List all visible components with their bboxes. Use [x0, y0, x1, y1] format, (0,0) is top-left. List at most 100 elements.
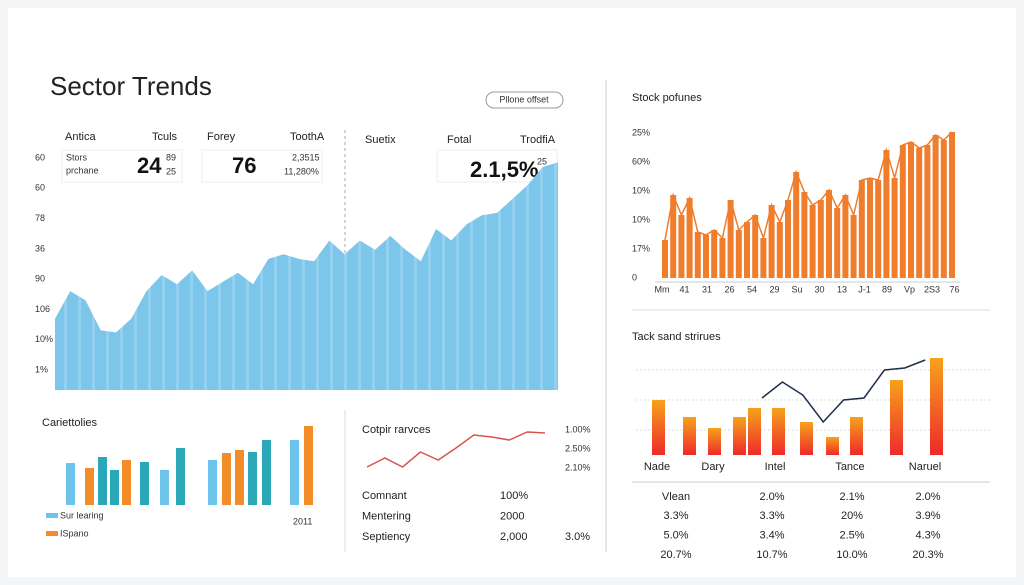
bar [949, 132, 955, 278]
bar [817, 200, 824, 278]
button-label[interactable]: Pllone offset [499, 94, 549, 104]
label: 1% [35, 364, 48, 374]
label: 60% [632, 156, 650, 166]
label: 25% [632, 127, 650, 137]
bar [727, 200, 734, 278]
label: 76 [232, 153, 256, 178]
label: 76 [949, 284, 959, 294]
bar [670, 195, 677, 278]
button[interactable] [485, 91, 564, 109]
legend-swatch [46, 513, 58, 518]
label: Tance [835, 461, 864, 473]
label: 13 [837, 284, 847, 294]
label: 60 [35, 152, 45, 162]
label: ToothA [290, 131, 325, 143]
bar [160, 470, 169, 505]
bar [85, 468, 94, 505]
bar [930, 358, 943, 455]
area [55, 162, 558, 390]
bar [932, 135, 939, 278]
label: 2S3 [924, 284, 940, 294]
label: Mentering [362, 510, 411, 522]
label: 29 [769, 284, 779, 294]
label: Vp [904, 284, 915, 294]
bar [744, 222, 750, 278]
bar [940, 140, 947, 278]
bar [834, 208, 841, 278]
label: 2,3515 [292, 152, 320, 162]
label: 3.3% [663, 510, 688, 522]
bar [290, 440, 299, 505]
label: TrodfiA [520, 134, 556, 146]
label: ISpano [60, 528, 89, 538]
label: Cotpir rarvces [362, 424, 431, 436]
label: 24 [137, 153, 162, 178]
label: Tculs [152, 131, 178, 143]
label: 2.0% [915, 491, 940, 503]
bar [867, 178, 873, 278]
label: 10.7% [756, 549, 787, 561]
bar [733, 417, 746, 455]
bar [652, 400, 665, 455]
kpi-card [61, 149, 183, 183]
label: 100% [500, 490, 528, 502]
label: 11,280% [284, 166, 319, 176]
label: 54 [747, 284, 757, 294]
label: 36 [35, 243, 45, 253]
bar [772, 408, 785, 455]
bar [98, 457, 107, 505]
label: 10% [632, 214, 650, 224]
bar [776, 222, 783, 278]
label: 89 [882, 284, 892, 294]
bar [662, 240, 668, 278]
label: Septiency [362, 531, 411, 543]
label: 106 [35, 304, 50, 314]
label: 25 [166, 166, 176, 176]
bar [222, 453, 231, 505]
label: 25 [537, 156, 547, 166]
label: prchane [66, 165, 99, 175]
bar [875, 180, 882, 278]
label: Mm [655, 284, 670, 294]
label: 2.50% [565, 443, 591, 453]
bar [891, 178, 898, 278]
label: 10.0% [836, 549, 867, 561]
bar [176, 448, 185, 505]
line [664, 131, 953, 241]
label: 2.10% [565, 462, 591, 472]
kpi-card [201, 149, 323, 183]
bar [262, 440, 271, 505]
label: 10% [632, 185, 650, 195]
label: Dary [701, 461, 725, 473]
label: 20% [841, 510, 863, 522]
label: Stors [66, 152, 88, 162]
label: 3.0% [565, 531, 590, 543]
label: 2011 [293, 516, 312, 526]
title: Sector Trends [50, 71, 212, 101]
bar [683, 417, 696, 455]
bar [694, 232, 701, 278]
bar [110, 470, 119, 505]
line [761, 359, 926, 424]
bar [304, 426, 313, 505]
label: Suetix [365, 134, 396, 146]
bar [801, 192, 808, 278]
bar [719, 238, 726, 278]
label: 89 [166, 152, 176, 162]
label: 3.3% [759, 510, 784, 522]
bar [858, 180, 865, 278]
bar [208, 460, 217, 505]
line [366, 431, 546, 468]
label: 17% [632, 243, 650, 253]
label: 3.4% [759, 530, 784, 542]
label: Vlean [662, 491, 690, 503]
bar [122, 460, 131, 505]
label: Forey [207, 131, 236, 143]
label: 78 [35, 213, 45, 223]
bar [248, 452, 257, 505]
label: 2.0% [759, 491, 784, 503]
bar [686, 198, 693, 278]
label: 2,000 [500, 531, 528, 543]
label: 60 [35, 183, 45, 193]
